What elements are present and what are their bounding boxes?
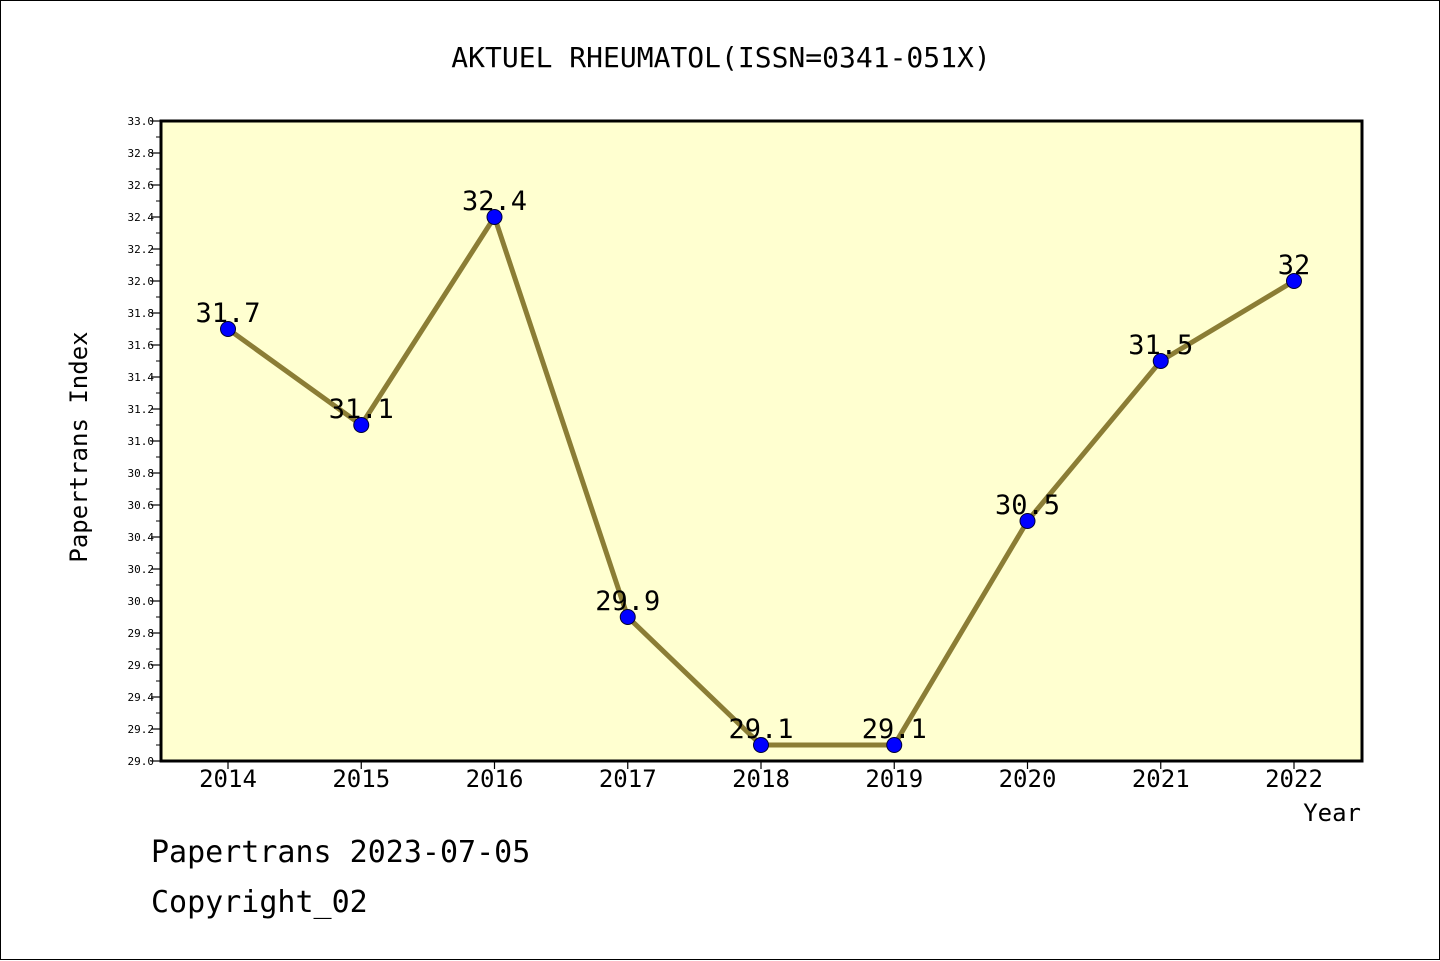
y-tick-label: 29.4 <box>128 691 155 704</box>
y-tick-label: 29.8 <box>128 627 155 640</box>
y-tick-label: 30.2 <box>128 563 155 576</box>
data-point <box>1019 513 1036 529</box>
y-tick-label: 29.6 <box>128 659 155 672</box>
data-label: 31.7 <box>195 298 260 329</box>
x-tick-label: 2016 <box>466 765 524 793</box>
x-axis-label: Year <box>1303 799 1361 827</box>
data-label: 30.5 <box>995 490 1060 521</box>
y-tick-label: 29.2 <box>128 723 155 736</box>
y-tick-label: 32.6 <box>128 179 155 192</box>
data-label: 31.5 <box>1128 330 1193 361</box>
chart-title: AKTUEL RHEUMATOL(ISSN=0341-051X) <box>451 41 990 74</box>
y-tick-label: 29.0 <box>128 755 155 768</box>
y-tick-label: 32.0 <box>128 275 155 288</box>
data-point <box>486 209 503 225</box>
data-point <box>1152 353 1169 369</box>
data-point <box>220 321 236 337</box>
y-tick-label: 32.2 <box>128 243 155 256</box>
data-point <box>753 737 769 753</box>
series-markers <box>220 209 1302 753</box>
x-tick-label: 2014 <box>199 765 257 793</box>
x-tick-label: 2020 <box>999 765 1057 793</box>
plot-area <box>161 121 1362 761</box>
x-tick-label: 2019 <box>865 765 923 793</box>
y-axis-ticks: 29.0 29.2 29.4 29.6 29.8 30.0 30.2 30.4 30.6 30.8… <box>128 115 161 768</box>
x-tick-label: 2017 <box>599 765 657 793</box>
data-labels: 31.7 31.1 32.4 29.9 29.1 29.1 30.5 31.5 32 <box>195 186 1310 745</box>
data-label: 31.1 <box>329 394 394 425</box>
plot-border <box>159 119 1364 763</box>
x-tick-label: 2018 <box>732 765 790 793</box>
y-tick-label: 31.0 <box>128 435 155 448</box>
x-tick-label: 2022 <box>1265 765 1323 793</box>
y-tick-label: 31.8 <box>128 307 155 320</box>
y-tick-label: 32.8 <box>128 147 155 160</box>
data-label: 32 <box>1278 250 1311 281</box>
y-tick-label: 32.4 <box>128 211 155 224</box>
y-tick-label: 30.8 <box>128 467 155 480</box>
y-tick-label: 31.6 <box>128 339 155 352</box>
data-label: 32.4 <box>462 186 527 217</box>
y-tick-label: 31.4 <box>128 371 155 384</box>
data-label: 29.9 <box>595 586 660 617</box>
y-tick-label: 33.0 <box>128 115 155 128</box>
footer-date: Papertrans 2023-07-05 <box>151 835 531 870</box>
y-axis-label: Papertrans Index <box>65 331 93 562</box>
y-tick-label: 30.6 <box>128 499 155 512</box>
data-point <box>1286 273 1302 289</box>
x-tick-label: 2015 <box>332 765 390 793</box>
data-point <box>886 737 903 753</box>
footer-copyright: Copyright_02 <box>151 885 368 920</box>
x-tick-label: 2021 <box>1132 765 1190 793</box>
data-point <box>619 609 636 625</box>
y-tick-label: 30.0 <box>128 595 155 608</box>
y-tick-label: 30.4 <box>128 531 155 544</box>
data-label: 29.1 <box>862 714 927 745</box>
data-label: 29.1 <box>728 714 793 745</box>
y-tick-label: 31.2 <box>128 403 155 416</box>
x-axis-ticks: 2014 2015 2016 2017 2018 2019 2020 2021 2022 <box>199 761 1323 793</box>
data-point <box>353 417 370 433</box>
